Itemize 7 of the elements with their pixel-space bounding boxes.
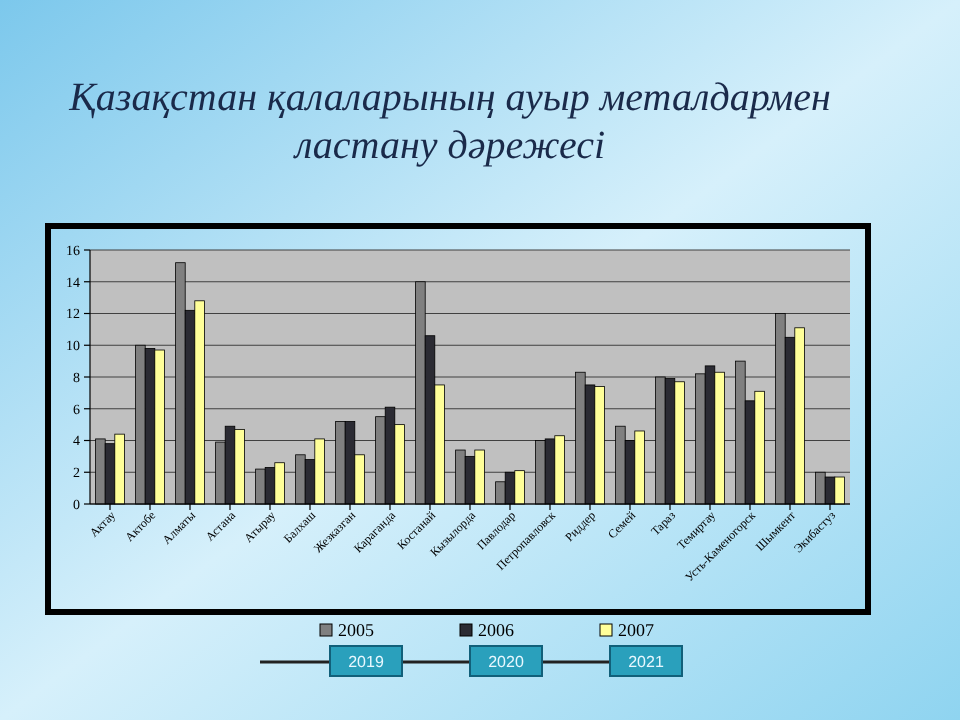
text: 2019 [348, 653, 385, 671]
text: 2020 [488, 653, 525, 671]
legend-label: 2005 [338, 620, 375, 640]
legend-label: 2006 [478, 620, 515, 640]
legend-label: 2007 [618, 620, 655, 640]
chart-title: Қазақстан қалаларының ауыр металдармен ластану дәрежесі [67, 76, 831, 168]
text: 2021 [628, 653, 665, 671]
